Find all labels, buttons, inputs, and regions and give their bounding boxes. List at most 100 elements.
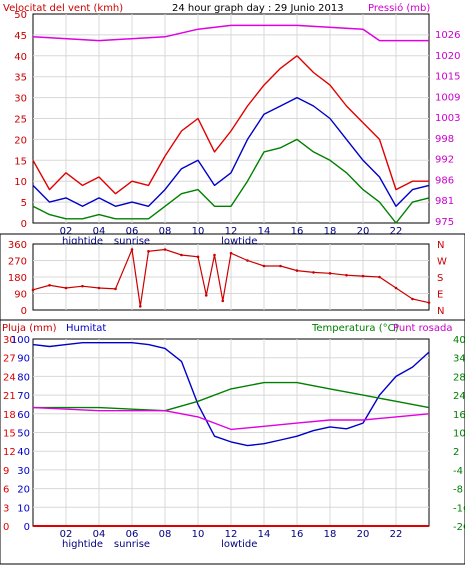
- climate-x-tick-label: 04: [93, 529, 106, 540]
- temperature-tick-label: -8: [453, 485, 463, 496]
- x-tick-label: 08: [159, 226, 172, 237]
- humidity-series-line: [32, 342, 430, 447]
- temperature-tick-label: 16: [453, 410, 465, 421]
- direction-tick-label: 90: [14, 290, 27, 301]
- temperature-tick-label: 24: [453, 391, 465, 402]
- humidity-tick-label: 50: [17, 429, 30, 440]
- compass-label: N: [437, 240, 444, 251]
- climate-x-tick-label: 06: [126, 529, 139, 540]
- direction-point: [345, 273, 348, 277]
- direction-point: [328, 272, 332, 275]
- rain-tick-label: 3: [3, 503, 9, 514]
- temperature-tick-label: 40: [453, 335, 465, 346]
- wind-tick-label: 30: [14, 94, 27, 105]
- x-tick-label: 22: [390, 226, 403, 237]
- climate-x-tick-label: 08: [159, 529, 172, 540]
- direction-point: [81, 284, 84, 288]
- wind-tick-label: 10: [14, 177, 27, 188]
- direction-point: [31, 288, 35, 292]
- direction-point: [378, 275, 381, 279]
- gust-series-line: [32, 55, 429, 195]
- direction-tick-label: 0: [21, 306, 27, 317]
- direction-point: [361, 274, 365, 278]
- rain-tick-label: 6: [3, 485, 9, 496]
- direction-point: [114, 287, 117, 291]
- direction-point: [163, 248, 167, 251]
- rain-tick-label: 18: [3, 410, 16, 421]
- climate-x-tick-label: 14: [258, 529, 271, 540]
- x-tick-label: 12: [225, 226, 238, 237]
- humidity-tick-label: 100: [11, 335, 30, 346]
- wind-tick-label: 20: [14, 135, 27, 146]
- direction-point: [64, 286, 68, 290]
- direction-point: [295, 269, 299, 272]
- pressure-tick-label: 998: [435, 134, 454, 145]
- wind-direction-line: [32, 247, 430, 307]
- x-tick-label: 04: [93, 226, 106, 237]
- climate-x-tick-label: 10: [192, 529, 205, 540]
- direction-point: [138, 305, 142, 308]
- wind-tick-label: 15: [14, 156, 27, 167]
- rain-axis-title: Pluja (mm): [2, 323, 57, 334]
- wind-axis-title: Velocitat del vent (kmh): [3, 3, 123, 14]
- x-annotation: sunrise: [114, 236, 150, 247]
- rain-tick-label: 24: [3, 372, 16, 383]
- climate-x-tick-label: 22: [390, 529, 403, 540]
- wind-tick-label: 35: [14, 73, 27, 84]
- climate-x-tick-label: 20: [357, 529, 370, 540]
- direction-point: [130, 248, 134, 251]
- temperature-axis-title: Temperatura (°C): [311, 323, 399, 334]
- humidity-tick-label: 10: [17, 503, 30, 514]
- pressure-tick-label: 1009: [435, 92, 460, 103]
- pressure-tick-label: 1026: [435, 30, 460, 41]
- direction-point: [229, 251, 233, 255]
- pressure-tick-label: 992: [435, 155, 454, 166]
- direction-tick-label: 180: [8, 273, 27, 284]
- wind-tick-label: 50: [14, 10, 27, 21]
- direction-point: [312, 271, 315, 274]
- rain-tick-label: 9: [3, 466, 9, 477]
- wind-tick-label: 0: [21, 219, 27, 230]
- pressure-series-line: [32, 24, 429, 42]
- temperature-tick-label: 2: [453, 447, 459, 458]
- direction-point: [411, 297, 414, 301]
- compass-label: N: [437, 306, 444, 317]
- x-tick-label: 16: [291, 226, 304, 237]
- climate-x-tick-label: 02: [60, 529, 73, 540]
- pressure-tick-label: 1003: [435, 113, 460, 124]
- compass-label: E: [437, 290, 443, 301]
- direction-point: [394, 286, 398, 290]
- compass-label: W: [437, 257, 447, 268]
- min_wind-series-line: [32, 138, 430, 224]
- rain-tick-label: 27: [3, 354, 16, 365]
- humidity-tick-label: 60: [17, 410, 30, 421]
- x-tick-label: 10: [192, 226, 205, 237]
- temperature-tick-label: 34: [453, 354, 465, 365]
- rain-tick-label: 21: [3, 391, 16, 402]
- x-annotation: hightide: [62, 236, 103, 247]
- x-tick-label: 18: [324, 226, 337, 237]
- pressure-tick-label: 981: [435, 196, 454, 207]
- x-tick-label: 14: [258, 226, 271, 237]
- climate-x-tick-label: 12: [225, 529, 238, 540]
- x-tick-label: 06: [126, 226, 139, 237]
- climate-x-tick-label: 18: [324, 529, 337, 540]
- rain-tick-label: 30: [3, 335, 16, 346]
- humidity-tick-label: 0: [24, 522, 30, 533]
- pressure-tick-label: 986: [435, 175, 454, 186]
- dew-point-axis-title: Punt rosada: [393, 323, 452, 334]
- wind-tick-label: 45: [14, 31, 27, 42]
- chart-title: 24 hour graph day : 29 Junio 2013: [172, 3, 344, 14]
- direction-point: [147, 250, 150, 253]
- compass-label: S: [437, 273, 443, 284]
- direction-point: [196, 255, 200, 259]
- pressure-axis-title: Pressió (mb): [368, 2, 430, 14]
- wind-tick-label: 40: [14, 52, 27, 63]
- direction-point: [97, 286, 101, 290]
- direction-point: [213, 253, 216, 257]
- direction-point: [246, 259, 249, 262]
- humidity-tick-label: 80: [17, 372, 30, 383]
- pressure-tick-label: 975: [435, 217, 454, 228]
- direction-point: [427, 301, 431, 304]
- wind-series-line: [32, 96, 430, 207]
